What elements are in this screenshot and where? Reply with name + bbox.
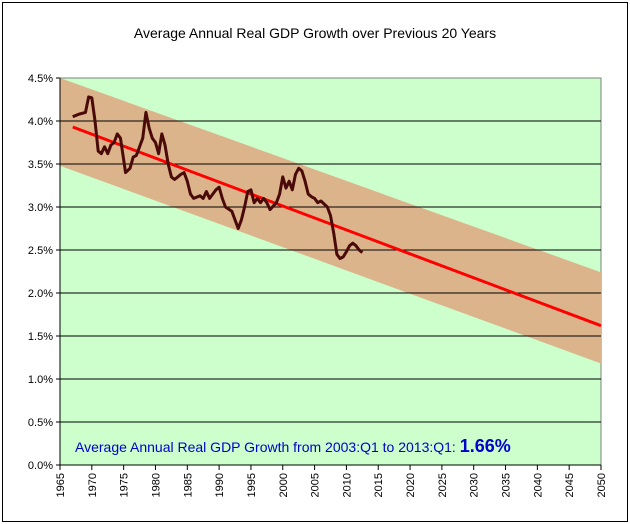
x-tick-label: 2025 (437, 473, 449, 497)
x-tick-label: 2000 (278, 473, 290, 497)
x-tick-label: 2035 (501, 473, 513, 497)
x-tick-label: 1970 (87, 473, 99, 497)
x-tick-label: 2040 (532, 473, 544, 497)
y-tick-label: 4.0% (28, 116, 53, 128)
annotation-text: Average Annual Real GDP Growth from 2003… (75, 436, 511, 456)
x-tick-label: 1995 (246, 473, 258, 497)
x-tick-label: 1985 (182, 473, 194, 497)
x-tick-label: 2015 (373, 473, 385, 497)
y-tick-label: 2.5% (28, 245, 53, 257)
x-tick-label: 2005 (310, 473, 322, 497)
x-tick-label: 2010 (341, 473, 353, 497)
annotation-value: 1.66% (460, 436, 511, 456)
y-tick-label: 3.5% (28, 159, 53, 171)
x-tick-label: 2050 (596, 473, 608, 497)
y-tick-label: 2.0% (28, 288, 53, 300)
x-tick-label: 2045 (564, 473, 576, 497)
x-tick-label: 2020 (405, 473, 417, 497)
trend-line (72, 125, 602, 328)
x-tick-label: 1980 (150, 473, 162, 497)
x-tick-label: 1975 (119, 473, 131, 497)
x-tick-label: 1965 (55, 473, 67, 497)
y-tick-label: 1.0% (28, 374, 53, 386)
x-tick-label: 2030 (469, 473, 481, 497)
gdp-growth-line (72, 95, 364, 261)
y-tick-label: 0.5% (28, 417, 53, 429)
y-tick-label: 4.5% (28, 73, 53, 85)
x-tick-label: 1990 (214, 473, 226, 497)
chart-title: Average Annual Real GDP Growth over Prev… (134, 25, 496, 41)
y-tick-label: 3.0% (28, 202, 53, 214)
y-tick-label: 1.5% (28, 331, 53, 343)
y-tick-label: 0.0% (28, 460, 53, 472)
